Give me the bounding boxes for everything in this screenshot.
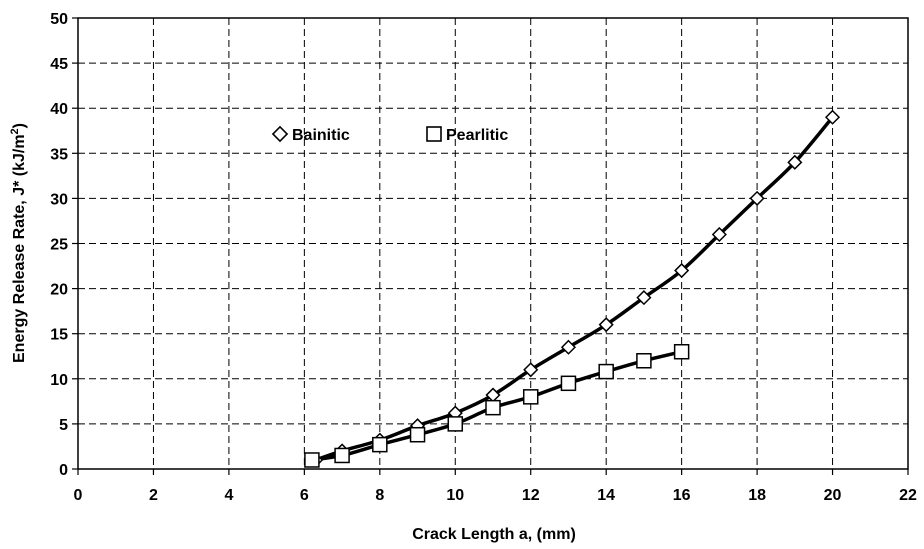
y-axis-title-main: Energy Release Rate, J* (kJ/m — [11, 134, 28, 363]
data-point-bainitic — [787, 154, 803, 170]
data-point-pearlitic — [560, 375, 577, 392]
y-axis-title-superscript: 2 — [9, 128, 21, 134]
data-point-bainitic — [523, 362, 539, 378]
data-point-pearlitic — [598, 363, 614, 380]
x-tick-label: 12 — [522, 487, 540, 504]
data-point-pearlitic — [372, 436, 388, 453]
legend-label-bainitic: Bainitic — [292, 127, 350, 144]
y-tick-label: 10 — [50, 372, 68, 389]
y-tick-label: 35 — [50, 146, 68, 163]
y-axis-title: Energy Release Rate, J* (kJ/m2) — [9, 123, 28, 363]
data-point-pearlitic — [304, 452, 320, 468]
grid-lines — [78, 18, 908, 469]
x-tick-label: 18 — [748, 487, 766, 504]
x-axis-title: Crack Length a, (mm) — [412, 526, 576, 543]
y-tick-label: 40 — [50, 101, 68, 118]
data-point-bainitic — [674, 262, 690, 279]
series-markers — [304, 109, 841, 468]
x-tick-label: 14 — [597, 487, 615, 504]
y-tick-label: 0 — [59, 462, 68, 479]
x-tick-label: 22 — [899, 487, 917, 504]
x-tick-label: 6 — [300, 487, 309, 504]
y-tick-label: 45 — [50, 56, 68, 73]
data-point-pearlitic — [409, 426, 426, 443]
y-tick-labels: 0 5 10 15 20 25 30 35 40 45 50 — [50, 11, 68, 479]
data-point-bainitic — [636, 290, 652, 306]
x-tick-label: 8 — [375, 487, 384, 504]
y-tick-label: 50 — [50, 11, 68, 28]
data-point-bainitic — [598, 317, 614, 333]
data-point-bainitic — [824, 109, 841, 125]
x-tick-label: 2 — [149, 487, 158, 504]
legend-label-pearlitic: Pearlitic — [446, 127, 508, 144]
data-point-pearlitic — [447, 416, 464, 432]
plot-frame — [77, 17, 909, 470]
x-tick-label: 20 — [824, 487, 842, 504]
y-tick-label: 20 — [50, 282, 68, 299]
y-tick-label: 25 — [50, 237, 68, 254]
legend-marker-pearlitic — [426, 126, 442, 142]
x-tick-label: 4 — [224, 487, 233, 504]
y-tick-label: 15 — [50, 327, 68, 344]
y-tick-label: 30 — [50, 191, 68, 208]
y-axis-title-close: ) — [11, 123, 28, 128]
x-tick-label: 10 — [446, 487, 464, 504]
legend-marker-bainitic — [271, 125, 289, 143]
x-tick-label: 0 — [74, 487, 83, 504]
data-point-pearlitic — [636, 353, 652, 369]
legend: Bainitic Pearlitic — [271, 125, 508, 144]
y-tick-label: 5 — [59, 417, 68, 434]
axes — [72, 17, 909, 475]
data-point-pearlitic — [485, 399, 501, 416]
data-point-pearlitic — [673, 343, 690, 360]
x-tick-label: 16 — [673, 487, 691, 504]
data-point-bainitic — [711, 226, 727, 243]
data-point-pearlitic — [334, 447, 350, 464]
data-point-bainitic — [560, 339, 577, 355]
data-point-bainitic — [749, 190, 765, 206]
x-tick-labels: 0 2 4 6 8 10 12 14 16 18 20 22 — [74, 487, 917, 504]
data-point-pearlitic — [522, 389, 539, 405]
